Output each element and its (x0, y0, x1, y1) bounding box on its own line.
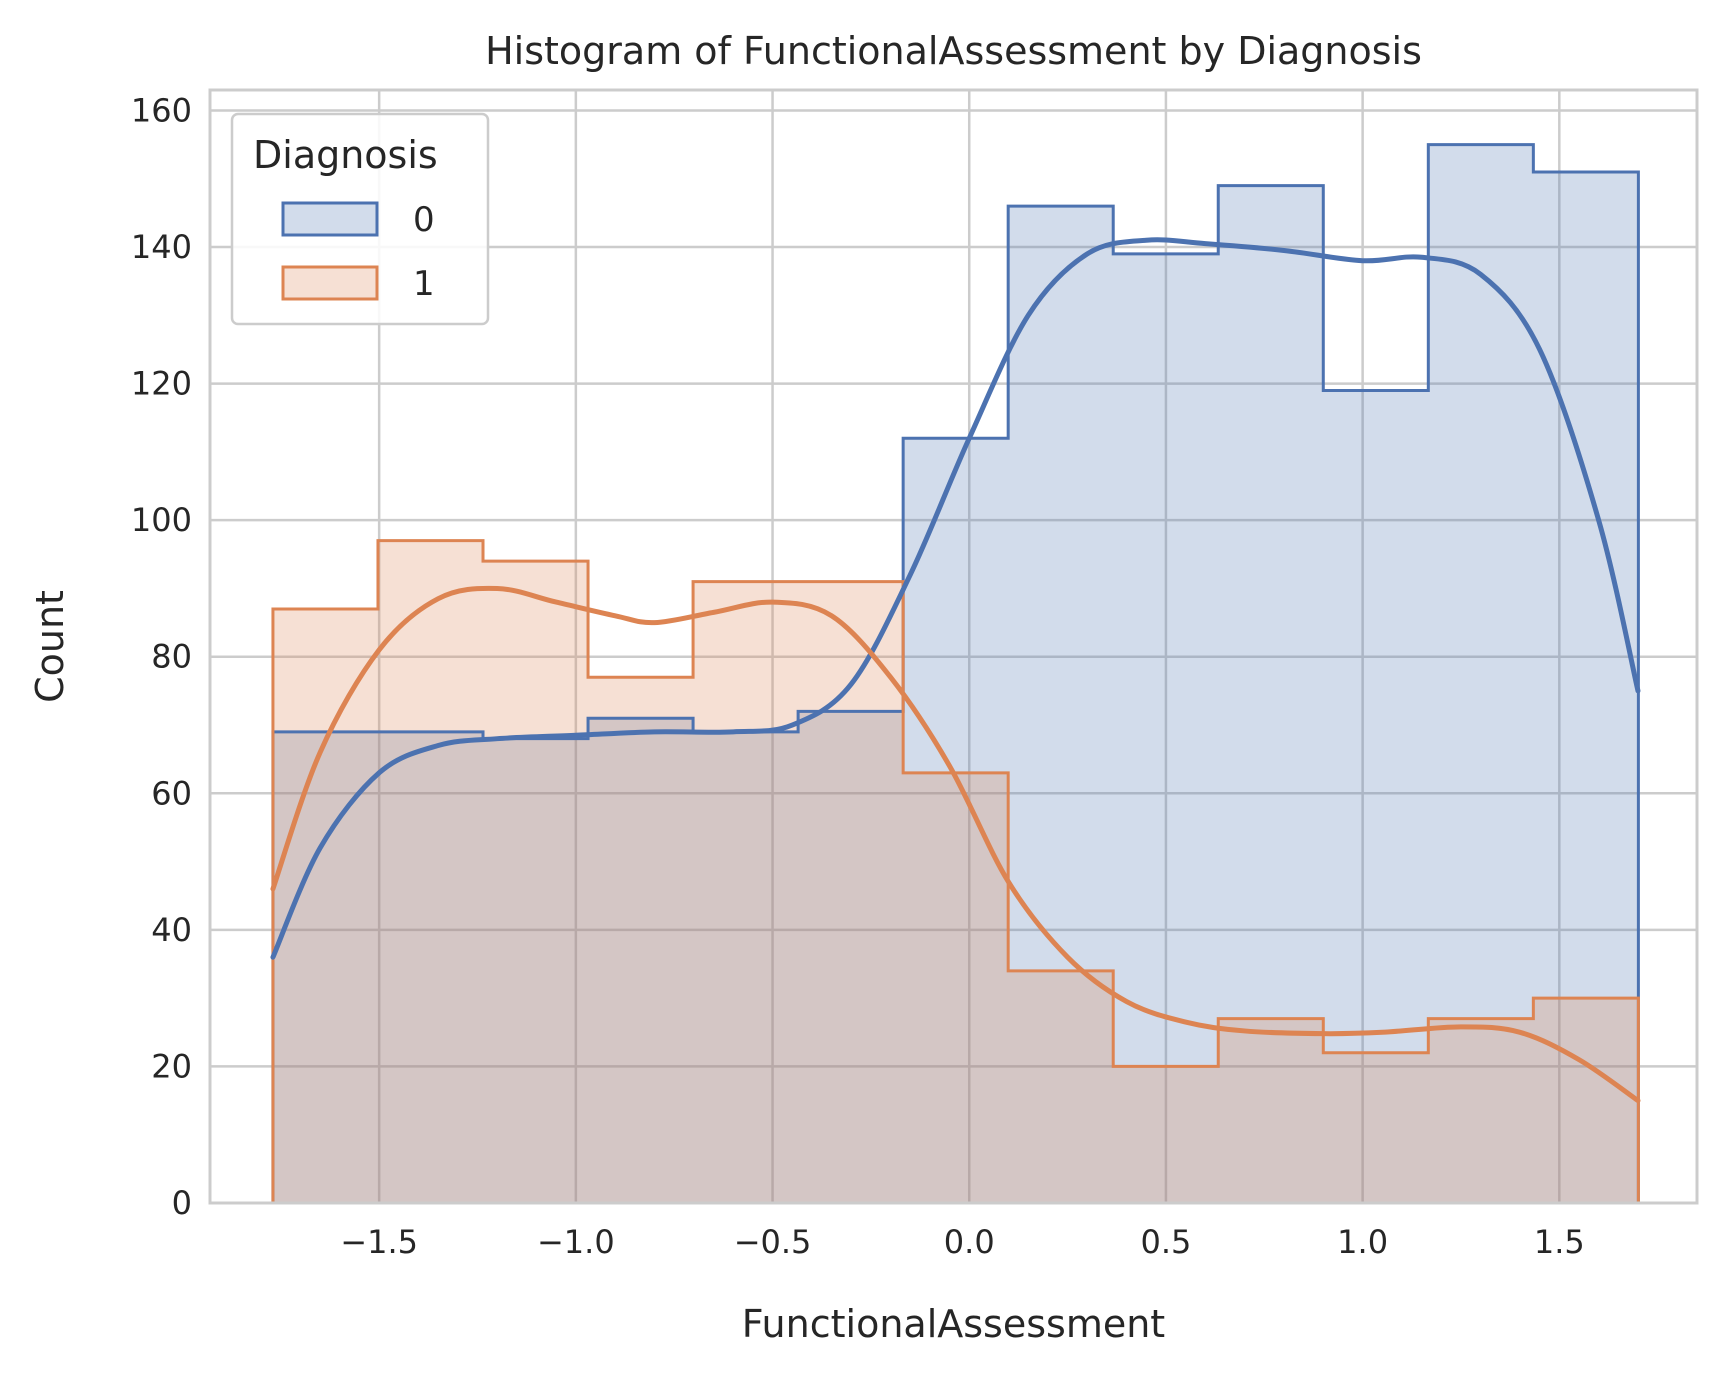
x-tick-label: −1.5 (340, 1223, 418, 1261)
y-tick-label: 20 (151, 1047, 192, 1085)
kde-curve-0 (270, 237, 1641, 960)
y-tick-label: 40 (151, 911, 192, 949)
legend-swatch-0 (281, 201, 379, 237)
x-axis-label: FunctionalAssessment (742, 1302, 1165, 1346)
x-tick-label: 0.0 (944, 1223, 995, 1261)
legend-title: Diagnosis (253, 133, 438, 177)
histogram-bars (271, 143, 1640, 1204)
kde-curves (270, 237, 1641, 1104)
grid-lines (210, 90, 1697, 1205)
y-axis-ticks: 0 20 40 60 80 100 120 140 160 (131, 91, 192, 1222)
x-tick-label: 1.5 (1534, 1223, 1585, 1261)
y-tick-label: 120 (131, 365, 192, 403)
y-tick-label: 100 (131, 501, 192, 539)
legend-label-0: 0 (413, 200, 435, 240)
y-tick-label: 80 (151, 638, 192, 676)
legend-label-1: 1 (413, 264, 435, 304)
y-tick-label: 60 (151, 774, 192, 812)
histogram-fill-1 (272, 540, 1639, 1203)
legend: Diagnosis 01 (230, 112, 490, 326)
legend-swatch-1 (281, 265, 379, 301)
x-axis-ticks: −1.5 −1.0 −0.5 0.0 0.5 1.0 1.5 (340, 1223, 1584, 1261)
plot-frame (208, 88, 1699, 1205)
x-tick-label: 1.0 (1337, 1223, 1388, 1261)
y-tick-label: 160 (131, 91, 192, 129)
legend-items: 01 (281, 200, 435, 304)
chart-title: Histogram of FunctionalAssessment by Dia… (485, 29, 1422, 73)
histogram-fill-0 (272, 144, 1639, 1204)
y-tick-label: 0 (172, 1184, 192, 1222)
x-tick-label: −0.5 (734, 1223, 812, 1261)
kde-curve-1 (270, 585, 1641, 1104)
x-tick-label: −1.0 (537, 1223, 615, 1261)
y-axis-label: Count (28, 590, 72, 703)
legend-box (230, 112, 490, 326)
y-tick-label: 140 (131, 228, 192, 266)
x-tick-label: 0.5 (1140, 1223, 1191, 1261)
